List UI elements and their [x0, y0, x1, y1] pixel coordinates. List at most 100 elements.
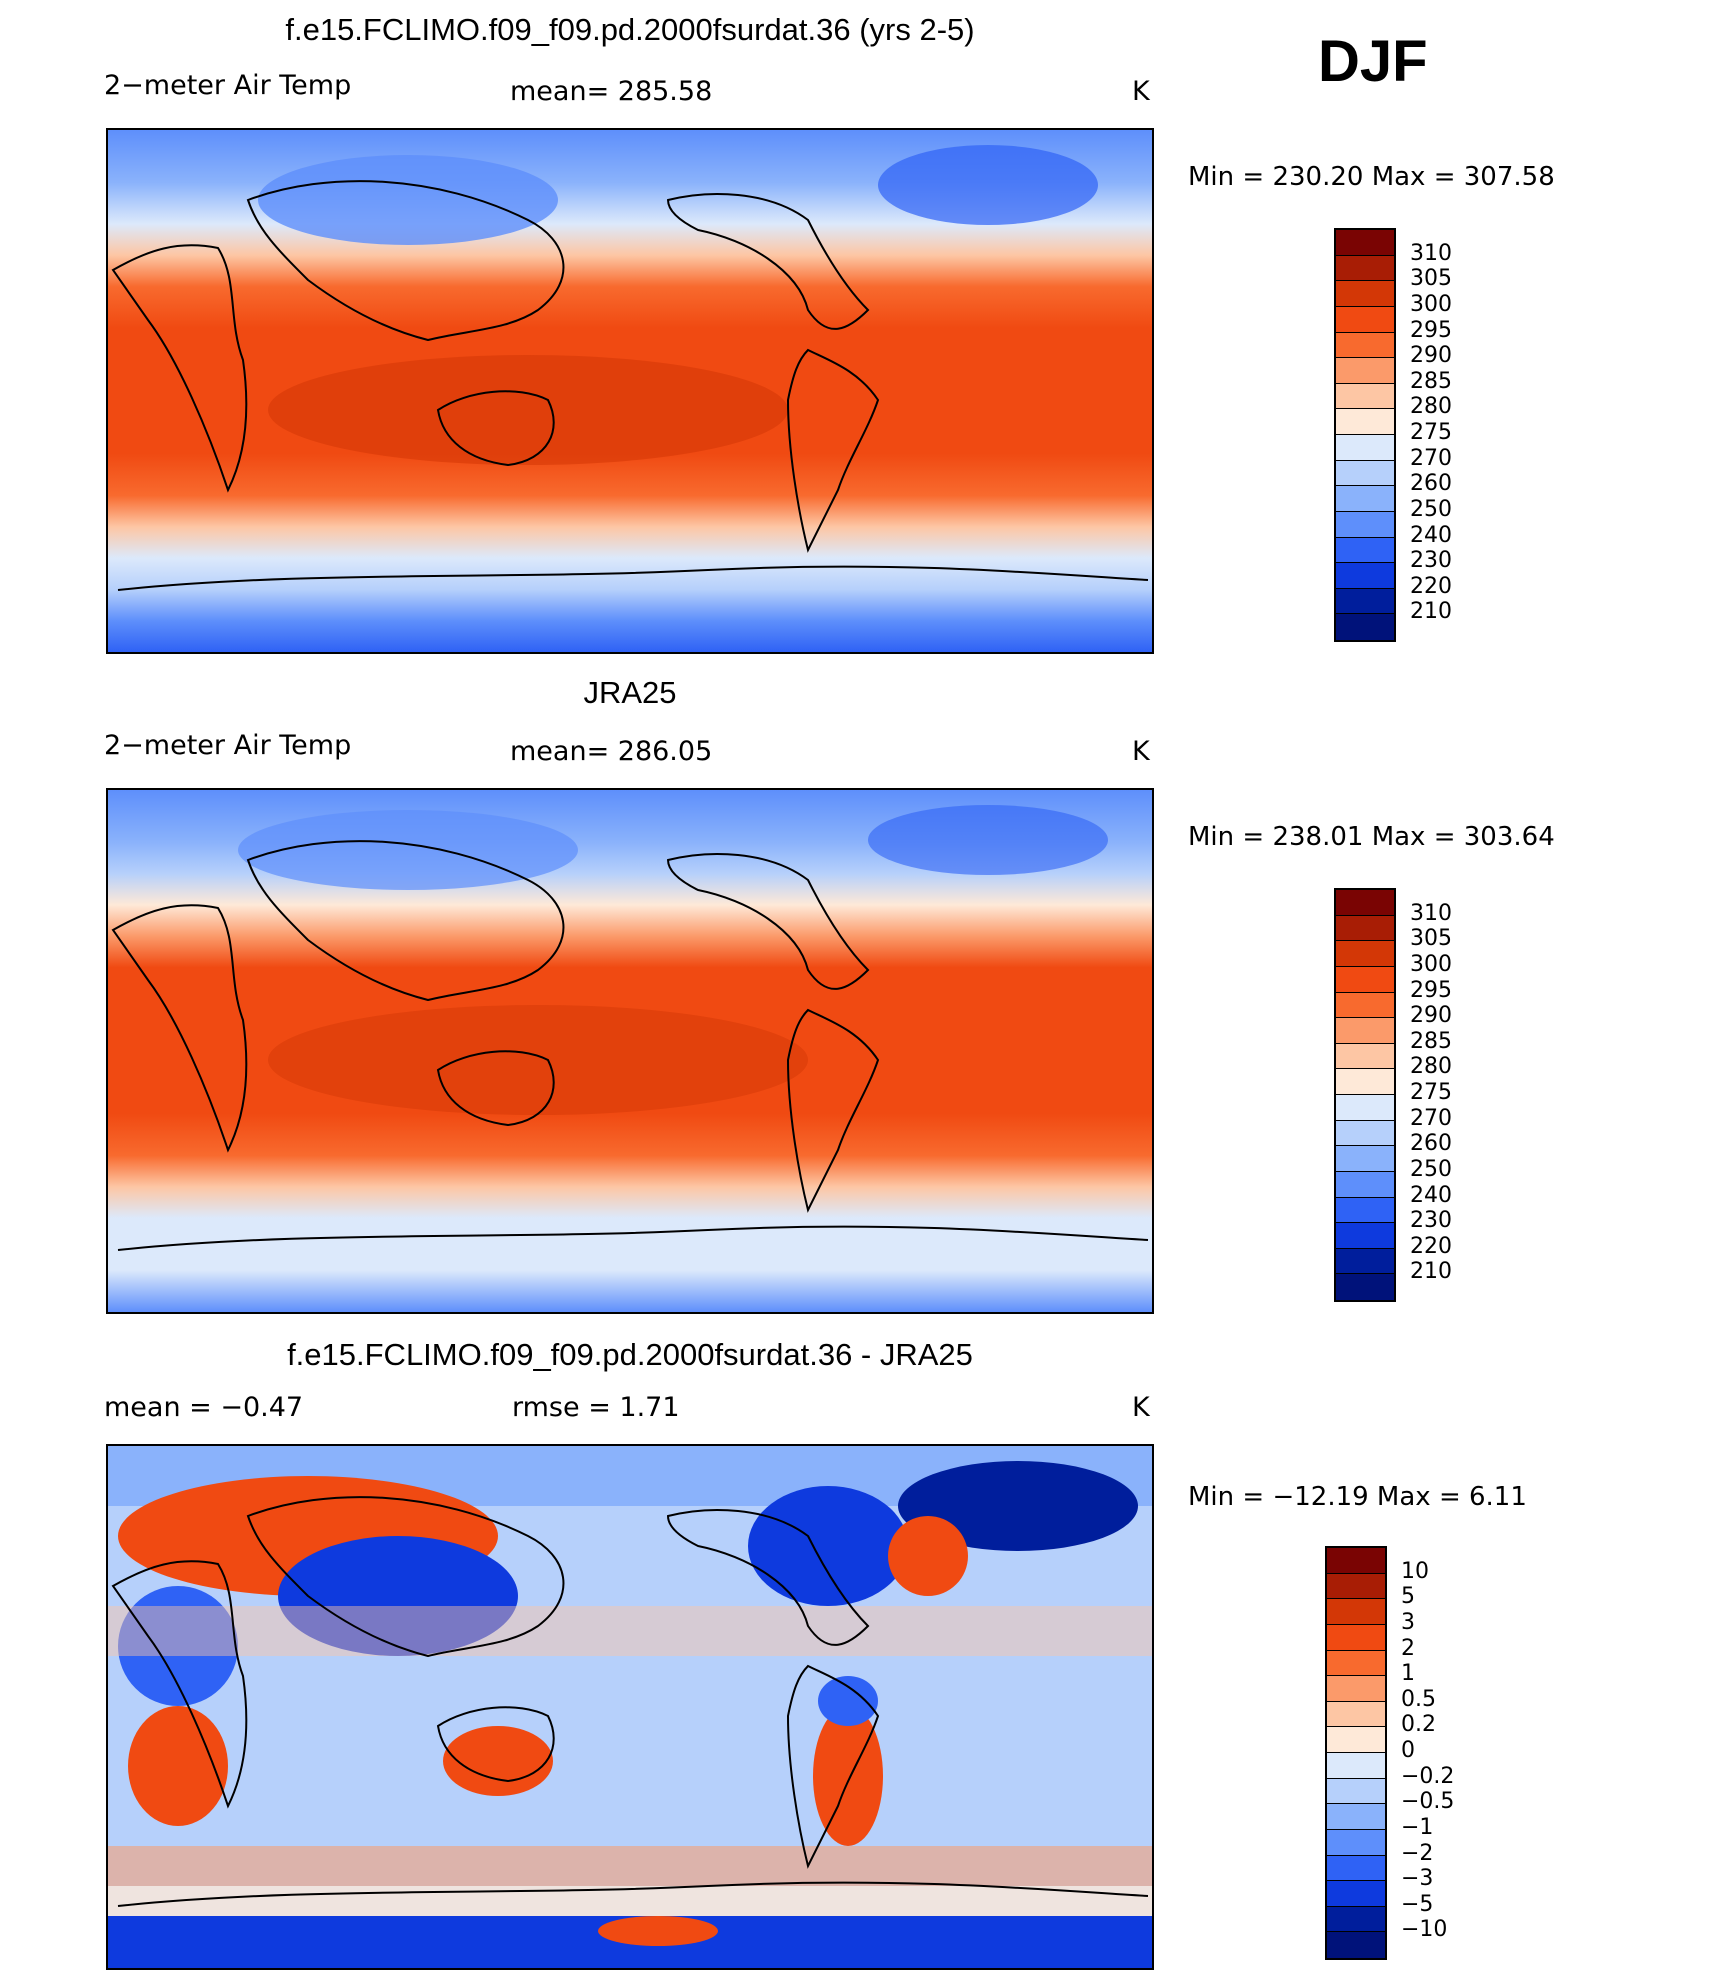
panel-2-colorbar-tick-label: 220: [1410, 1233, 1452, 1259]
panel-1-colorbar-tick-label: 290: [1410, 343, 1452, 369]
panel-1-colorbar-tick-label: 285: [1410, 368, 1452, 394]
panel-1-colorbar-tick-label: 270: [1410, 445, 1452, 471]
panel-3-colorbar-swatch: [1327, 1881, 1385, 1907]
panel-1-colorbar-tick-label: 305: [1410, 266, 1452, 292]
panel-1-colorbar-swatch: [1336, 255, 1394, 282]
panel-1-colorbar-tick-label: 220: [1410, 573, 1452, 599]
panel-3-colorbar-swatch: [1327, 1829, 1385, 1856]
panel-2-colorbar-swatch: [1336, 890, 1394, 916]
panel-2-colorbar-tick-label: 285: [1410, 1028, 1452, 1054]
panel-2-unit-label: K: [1132, 736, 1150, 767]
panel-2-colorbar-tick-label: 240: [1410, 1182, 1452, 1208]
panel-3-colorbar-swatch: [1327, 1650, 1385, 1677]
panel-2-colorbar: [1334, 888, 1396, 1302]
panel-1-colorbar-labels: 310 305 300 295 290 285 280 275 270 260 250 240 230 2…: [1410, 228, 1530, 642]
panel-1-colorbar-tick-label: 230: [1410, 548, 1452, 574]
panel-1-colorbar-swatch: [1336, 537, 1394, 564]
panel-2-colorbar-swatch: [1336, 1018, 1394, 1044]
panel-2-mean-label: mean= 286.05: [510, 736, 713, 767]
panel-1-colorbar-swatch: [1336, 435, 1394, 461]
panel-1-colorbar-swatch: [1336, 306, 1394, 333]
panel-2-colorbar-tick-label: 250: [1410, 1156, 1452, 1182]
panel-2-warm-pool: [268, 1005, 808, 1115]
panel-3-title: f.e15.FCLIMO.f09_f09.pd.2000fsurdat.36 -…: [287, 1337, 973, 1372]
panel-2-colorbar-swatch: [1336, 1171, 1394, 1198]
panel-1-map: [106, 128, 1154, 654]
panel-2-colorbar-swatch: [1336, 1120, 1394, 1147]
panel-2-colorbar-tick-label: 280: [1410, 1054, 1452, 1080]
panel-2-cold-north: [238, 805, 1108, 890]
panel-3-colorbar-tick-label: −5: [1401, 1891, 1434, 1917]
panel-1-warm-pool: [268, 355, 788, 465]
panel-1-colorbar-tick-label: 275: [1410, 420, 1452, 445]
panel-3-colorbar-tick-label: −1: [1401, 1814, 1434, 1840]
panel-1-mean-label: mean= 285.58: [510, 76, 713, 107]
panel-3-colorbar-swatch: [1327, 1624, 1385, 1651]
panel-1-colorbar-swatch: [1336, 511, 1394, 538]
panel-3-colorbar-swatch: [1327, 1676, 1385, 1702]
panel-3-unit-label: K: [1132, 1392, 1150, 1423]
panel-3-colorbar: [1325, 1546, 1387, 1960]
panel-3-colorbar-tick-label: 5: [1401, 1584, 1415, 1610]
panel-2-colorbar-swatch: [1336, 941, 1394, 967]
panel-1-colorbar-swatch: [1336, 563, 1394, 589]
panel-3-colorbar-swatch: [1327, 1932, 1385, 1958]
panel-3-colorbar-swatch: [1327, 1804, 1385, 1830]
panel-1-colorbar-tick-label: 260: [1410, 471, 1452, 497]
panel-3-colorbar-tick-label: −10: [1401, 1917, 1448, 1943]
panel-2-colorbar-tick-label: 305: [1410, 926, 1452, 952]
panel-3-rmse-label: rmse = 1.71: [512, 1392, 680, 1423]
panel-1-title: f.e15.FCLIMO.f09_f09.pd.2000fsurdat.36 (…: [285, 12, 975, 47]
panel-1-colorbar-swatch: [1336, 486, 1394, 512]
panel-3-colorbar-swatch: [1327, 1727, 1385, 1753]
panel-3-mean-label: mean = −0.47: [104, 1392, 304, 1423]
panel-1-coastlines: [111, 180, 1149, 591]
panel-3-colorbar-swatch: [1327, 1548, 1385, 1574]
panel-2-colorbar-tick-label: 310: [1410, 900, 1452, 926]
panel-3-colorbar-labels: 10 5 3 2 1 0.5 0.2 0 −0.2 −0.5 −1 −2 −3 −5 −10: [1401, 1546, 1521, 1960]
panel-3-colorbar-tick-label: −3: [1401, 1866, 1434, 1892]
panel-3-colorbar-tick-label: 0: [1401, 1738, 1415, 1763]
panel-3-coastlines: [111, 1496, 1149, 1907]
panel-2-colorbar-swatch: [1336, 966, 1394, 993]
panel-2-colorbar-labels: 310 305 300 295 290 285 280 275 270 260 250 240 230 2…: [1410, 888, 1530, 1302]
panel-1-colorbar-swatch: [1336, 230, 1394, 256]
panel-1-colorbar-swatch: [1336, 383, 1394, 410]
panel-2-colorbar-tick-label: 210: [1410, 1259, 1452, 1285]
panel-2-map: [106, 788, 1154, 1314]
panel-3-colorbar-tick-label: −0.2: [1401, 1763, 1455, 1789]
panel-2-colorbar-swatch: [1336, 1274, 1394, 1300]
panel-1-unit-label: K: [1132, 76, 1150, 107]
panel-1-minmax: Min = 230.20 Max = 307.58: [1188, 162, 1555, 192]
panel-3-colorbar-swatch: [1327, 1599, 1385, 1625]
panel-1-colorbar-swatch: [1336, 358, 1394, 384]
panel-1-cold-siberia: [258, 145, 1098, 245]
panel-2-colorbar-swatch: [1336, 1223, 1394, 1249]
panel-3-colorbar-swatch: [1327, 1701, 1385, 1728]
panel-2-title: JRA25: [583, 675, 677, 710]
panel-2-colorbar-swatch: [1336, 1043, 1394, 1070]
panel-2-colorbar-swatch: [1336, 915, 1394, 942]
panel-1-variable-label: 2−meter Air Temp: [104, 70, 352, 101]
panel-2-colorbar-tick-label: 300: [1410, 951, 1452, 977]
panel-2-colorbar-swatch: [1336, 1069, 1394, 1095]
panel-3-colorbar-tick-label: 10: [1401, 1558, 1429, 1584]
panel-2-colorbar-tick-label: 295: [1410, 977, 1452, 1003]
panel-3-colorbar-tick-label: −0.5: [1401, 1789, 1455, 1815]
panel-3-colorbar-tick-label: 0.2: [1401, 1712, 1436, 1738]
panel-1-colorbar-tick-label: 240: [1410, 522, 1452, 548]
panel-1-colorbar-tick-label: 310: [1410, 240, 1452, 266]
panel-3-colorbar-swatch: [1327, 1906, 1385, 1933]
panel-1-colorbar-swatch: [1336, 460, 1394, 487]
panel-2-colorbar-swatch: [1336, 1146, 1394, 1172]
panel-1-colorbar: [1334, 228, 1396, 642]
panel-2-colorbar-swatch: [1336, 1248, 1394, 1275]
panel-2-colorbar-swatch: [1336, 1197, 1394, 1224]
panel-2-colorbar-tick-label: 290: [1410, 1003, 1452, 1029]
panel-3-colorbar-swatch: [1327, 1855, 1385, 1882]
panel-3-colorbar-swatch: [1327, 1778, 1385, 1805]
season-label: DJF: [1318, 29, 1428, 94]
panel-3-colorbar-tick-label: 3: [1401, 1609, 1415, 1635]
panel-2-colorbar-swatch: [1336, 992, 1394, 1019]
panel-1-colorbar-tick-label: 280: [1410, 394, 1452, 420]
